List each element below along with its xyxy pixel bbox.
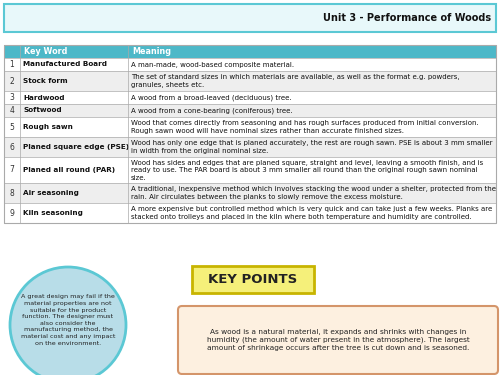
Text: Wood has only one edge that is planed accurately, the rest are rough sawn. PSE i: Wood has only one edge that is planed ac… bbox=[131, 140, 492, 154]
Text: Stock form: Stock form bbox=[23, 78, 68, 84]
Text: 2: 2 bbox=[10, 76, 14, 86]
Bar bbox=[4, 71, 496, 91]
Text: Planed all round (PAR): Planed all round (PAR) bbox=[23, 167, 115, 173]
Bar bbox=[4, 203, 496, 223]
Text: Rough sawn: Rough sawn bbox=[23, 124, 73, 130]
Text: Hardwood: Hardwood bbox=[23, 94, 64, 100]
Text: Wood that comes directly from seasoning and has rough surfaces produced from ini: Wood that comes directly from seasoning … bbox=[131, 120, 479, 134]
Bar bbox=[4, 104, 496, 117]
FancyBboxPatch shape bbox=[192, 266, 314, 293]
Bar bbox=[4, 91, 496, 104]
Text: Meaning: Meaning bbox=[132, 47, 171, 56]
Text: The set of standard sizes in which materials are available, as well as the forma: The set of standard sizes in which mater… bbox=[131, 74, 460, 88]
Text: 5: 5 bbox=[10, 123, 14, 132]
Text: 4: 4 bbox=[10, 106, 14, 115]
Text: Unit 3 - Performance of Woods: Unit 3 - Performance of Woods bbox=[323, 13, 491, 23]
Text: KEY POINTS: KEY POINTS bbox=[208, 273, 298, 286]
Text: A man-made, wood-based composite material.: A man-made, wood-based composite materia… bbox=[131, 62, 294, 68]
FancyBboxPatch shape bbox=[178, 306, 498, 374]
Text: A great design may fail if the
material properties are not
suitable for the prod: A great design may fail if the material … bbox=[21, 294, 115, 346]
Bar bbox=[4, 157, 496, 183]
Text: Softwood: Softwood bbox=[23, 108, 62, 114]
Text: As wood is a natural material, it expands and shrinks with changes in
humidity (: As wood is a natural material, it expand… bbox=[206, 329, 470, 351]
Text: Planed square edge (PSE): Planed square edge (PSE) bbox=[23, 144, 129, 150]
Text: 1: 1 bbox=[10, 60, 14, 69]
Text: Manufactured Board: Manufactured Board bbox=[23, 62, 107, 68]
Circle shape bbox=[10, 267, 126, 375]
Bar bbox=[4, 45, 496, 223]
Bar bbox=[4, 137, 496, 157]
Text: 3: 3 bbox=[10, 93, 14, 102]
Text: A wood from a cone-bearing (coniferous) tree.: A wood from a cone-bearing (coniferous) … bbox=[131, 107, 292, 114]
Text: Key Word: Key Word bbox=[24, 47, 68, 56]
Text: Air seasoning: Air seasoning bbox=[23, 190, 79, 196]
Text: A wood from a broad-leaved (deciduous) tree.: A wood from a broad-leaved (deciduous) t… bbox=[131, 94, 292, 101]
Bar bbox=[4, 45, 496, 58]
Text: 7: 7 bbox=[10, 165, 14, 174]
Bar bbox=[4, 58, 496, 71]
Text: 8: 8 bbox=[10, 189, 14, 198]
Text: A more expensive but controlled method which is very quick and can take just a f: A more expensive but controlled method w… bbox=[131, 206, 492, 220]
Text: Wood has sides and edges that are planed square, straight and level, leaving a s: Wood has sides and edges that are planed… bbox=[131, 159, 483, 180]
Text: 9: 9 bbox=[10, 209, 14, 218]
Text: 6: 6 bbox=[10, 142, 14, 152]
Bar bbox=[4, 183, 496, 203]
Text: Kiln seasoning: Kiln seasoning bbox=[23, 210, 83, 216]
Bar bbox=[4, 117, 496, 137]
Bar bbox=[4, 4, 496, 32]
Text: A traditional, inexpensive method which involves stacking the wood under a shelt: A traditional, inexpensive method which … bbox=[131, 186, 496, 200]
